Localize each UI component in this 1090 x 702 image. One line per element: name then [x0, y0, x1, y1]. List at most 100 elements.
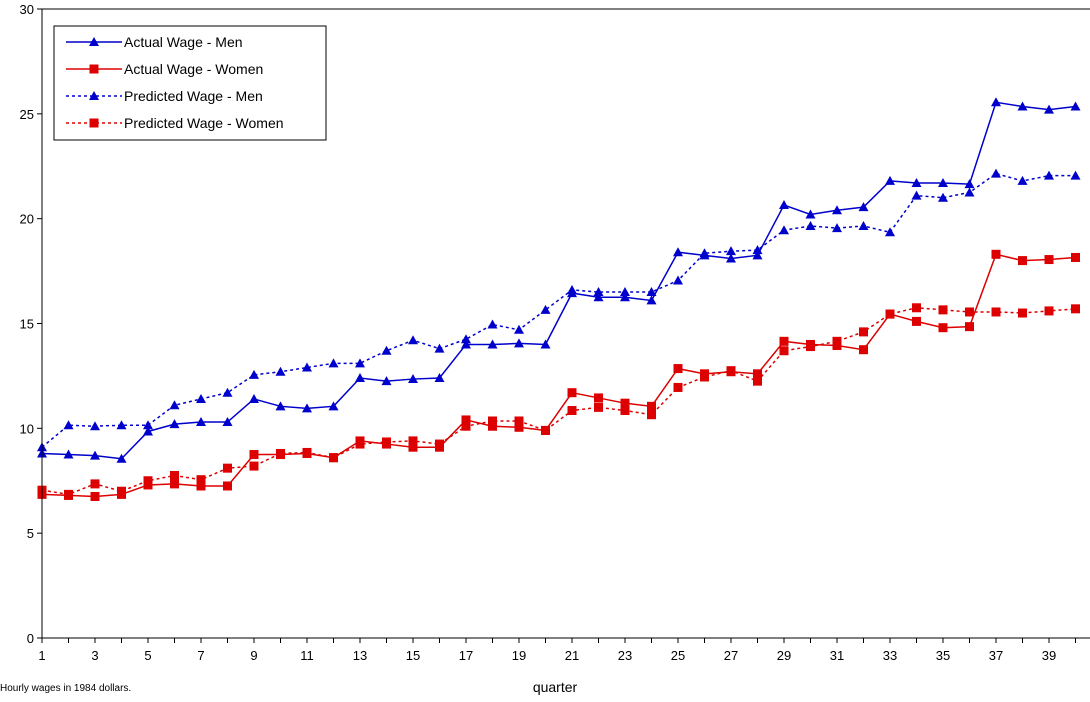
data-point [646, 287, 657, 297]
data-point [408, 374, 418, 384]
data-point [911, 190, 922, 200]
data-point [594, 393, 603, 403]
data-point [912, 303, 921, 313]
data-point [647, 401, 656, 411]
legend-label: Predicted Wage - Women [124, 115, 284, 131]
legend-marker [89, 37, 99, 46]
x-tick-label: 19 [512, 648, 526, 663]
data-point [381, 345, 392, 355]
data-point [435, 442, 444, 452]
data-point [355, 373, 365, 383]
data-point [514, 324, 524, 334]
data-point [461, 421, 471, 431]
data-point [223, 481, 232, 491]
data-point [90, 479, 100, 489]
x-tick-label: 31 [830, 648, 844, 663]
data-point [1044, 104, 1054, 114]
data-point [64, 490, 73, 500]
data-point [964, 187, 975, 197]
data-point [487, 319, 498, 329]
data-point [620, 292, 630, 302]
data-point [779, 346, 789, 356]
data-point [885, 309, 895, 319]
y-tick-label: 10 [20, 421, 34, 436]
x-tick-label: 29 [777, 648, 791, 663]
data-point [726, 246, 736, 256]
data-point [858, 202, 869, 212]
data-point [938, 192, 948, 202]
data-point [488, 416, 497, 426]
data-point [222, 417, 233, 427]
data-point [434, 343, 445, 353]
data-point [302, 448, 312, 458]
legend-marker [89, 64, 99, 74]
data-point [726, 367, 736, 377]
data-point [620, 287, 630, 297]
data-point [593, 292, 604, 302]
x-tick-label: 11 [300, 648, 314, 663]
data-point [514, 422, 524, 432]
data-point [143, 420, 153, 430]
data-point [408, 442, 418, 452]
data-point [249, 369, 259, 379]
data-point [116, 420, 127, 430]
x-axis-label: quarter [533, 679, 578, 695]
data-point [434, 373, 445, 383]
legend-box [53, 25, 327, 141]
x-tick-label: 39 [1042, 648, 1056, 663]
data-point [885, 227, 895, 237]
series-predicted-wage-women [37, 303, 1080, 499]
data-point [779, 225, 789, 235]
data-point [63, 420, 74, 430]
y-axis-ticks: 0 5 10 15 20 25 30 [20, 2, 42, 646]
y-tick-label: 0 [27, 631, 34, 646]
series-line [41, 307, 1076, 496]
series-predicted-wage-men [37, 168, 1081, 452]
data-point [912, 316, 921, 326]
x-tick-label: 1 [38, 648, 45, 663]
data-point [938, 178, 948, 188]
data-point [328, 358, 339, 368]
data-point [275, 366, 286, 376]
data-point [196, 417, 206, 427]
data-point [461, 415, 471, 425]
data-point [964, 179, 975, 189]
legend-marker [89, 91, 99, 100]
data-point [1017, 101, 1028, 111]
data-point [169, 419, 180, 429]
data-point [1044, 255, 1054, 265]
data-point [1044, 306, 1054, 316]
x-tick-label: 15 [406, 648, 420, 663]
data-point [540, 304, 551, 314]
data-point [514, 416, 524, 426]
data-point [302, 403, 312, 413]
data-point [594, 402, 603, 412]
series-actual-wage-women [37, 249, 1080, 501]
x-tick-label: 25 [671, 648, 685, 663]
series-layer [37, 97, 1081, 501]
data-point [753, 369, 762, 379]
data-point [1070, 170, 1081, 180]
data-point [1071, 304, 1080, 314]
data-point [408, 335, 418, 345]
data-point [805, 209, 816, 219]
y-tick-label: 5 [27, 526, 34, 541]
data-point [646, 295, 657, 305]
data-point [620, 398, 630, 408]
series-line [41, 172, 1076, 448]
x-tick-label: 5 [144, 648, 151, 663]
data-point [514, 338, 524, 348]
data-point [169, 400, 180, 410]
data-point [700, 369, 709, 379]
data-point [249, 450, 259, 460]
data-point [832, 341, 842, 351]
y-tick-label: 15 [20, 317, 34, 332]
data-point [673, 364, 683, 374]
data-point [329, 453, 338, 463]
data-point [487, 339, 498, 349]
series-actual-wage-men [37, 97, 1081, 463]
data-point [593, 287, 604, 297]
data-point [567, 288, 577, 298]
data-point [965, 322, 974, 332]
